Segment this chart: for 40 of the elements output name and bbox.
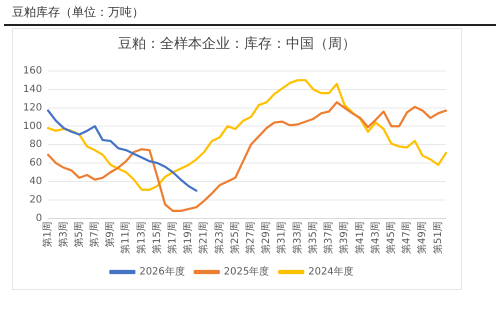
legend-label: 2025年度 xyxy=(224,266,270,278)
x-tick-label: 第15周 xyxy=(150,221,163,254)
x-tick-label: 第21周 xyxy=(198,221,210,254)
y-tick-label: 80 xyxy=(29,139,42,150)
y-tick-label: 40 xyxy=(29,176,42,188)
chart-title: 豆粕库存（单位：万吨） xyxy=(12,4,144,21)
x-tick-label: 第47周 xyxy=(400,221,413,254)
y-tick-label: 100 xyxy=(22,120,42,132)
legend-label: 2026年度 xyxy=(139,266,185,278)
y-tick-label: 20 xyxy=(29,194,42,206)
y-tick-label: 60 xyxy=(29,158,42,169)
x-tick-label: 第25周 xyxy=(228,221,241,254)
legend-label: 2024年度 xyxy=(308,266,354,278)
x-tick-label: 第41周 xyxy=(354,221,366,254)
y-tick-label: 0 xyxy=(36,212,42,224)
y-tick-label: 120 xyxy=(22,102,42,114)
x-tick-label: 第13周 xyxy=(135,221,148,254)
x-tick-label: 第35周 xyxy=(306,221,319,254)
x-tick-label: 第11周 xyxy=(120,221,132,254)
x-tick-label: 第49周 xyxy=(416,221,428,254)
y-tick-label: 160 xyxy=(22,66,42,77)
x-tick-label: 第23周 xyxy=(213,221,226,254)
x-tick-label: 第31周 xyxy=(276,221,288,254)
x-tick-label: 第37周 xyxy=(322,221,335,254)
x-tick-label: 第43周 xyxy=(369,221,382,254)
x-tick-label: 第51周 xyxy=(432,221,444,254)
x-tick-label: 第19周 xyxy=(182,221,194,254)
x-tick-label: 第9周 xyxy=(104,221,116,248)
x-tick-label: 第33周 xyxy=(291,221,304,254)
x-tick-label: 第39周 xyxy=(338,221,350,254)
x-tick-label: 第29周 xyxy=(260,221,272,254)
x-tick-label: 第7周 xyxy=(88,221,100,248)
x-tick-label: 第1周 xyxy=(42,221,54,248)
x-tick-label: 第27周 xyxy=(244,221,257,254)
x-tick-label: 第5周 xyxy=(72,221,85,248)
x-tick-label: 第45周 xyxy=(384,221,397,254)
chart-subtitle: 豆粕：全样本企业：库存：中国（周） xyxy=(117,35,357,53)
x-tick-label: 第3周 xyxy=(57,221,70,248)
y-tick-label: 140 xyxy=(22,84,42,96)
x-tick-label: 第17周 xyxy=(166,221,179,254)
